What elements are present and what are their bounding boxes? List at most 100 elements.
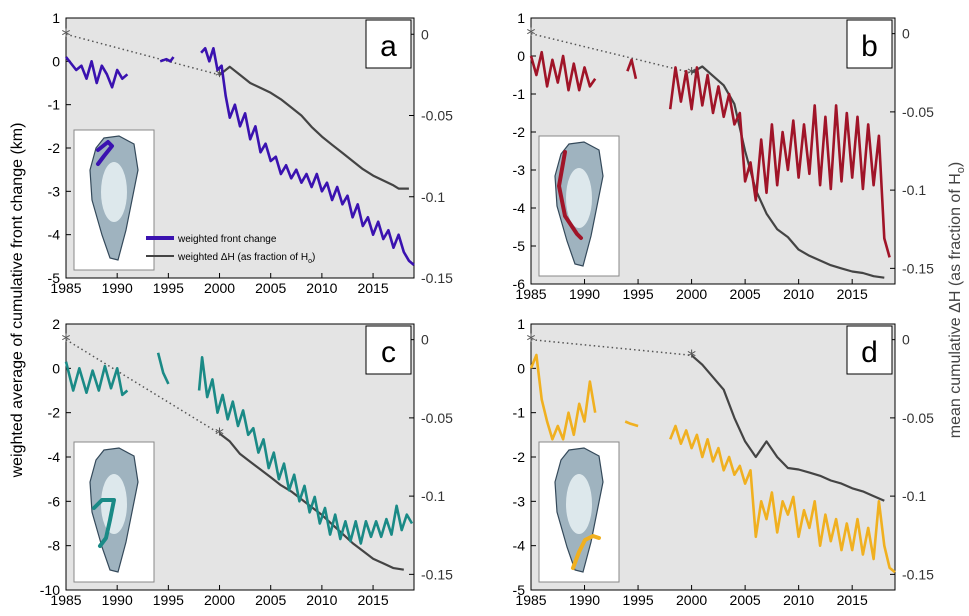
y-tick-label-left: -3: [513, 493, 526, 509]
dh-dotted-interp: [65, 339, 220, 435]
y-tick-label-right: -0.1: [421, 189, 445, 205]
y-tick-label-right: -0.1: [421, 488, 445, 504]
y-tick-label-left: 1: [517, 316, 525, 332]
y-tick-label-right: -0.15: [421, 270, 453, 286]
x-tick-label: 2005: [730, 286, 761, 302]
x-tick-label: 2005: [255, 280, 286, 296]
x-tick-label: 1985: [50, 592, 81, 608]
y-tick-label-left: 1: [517, 10, 525, 26]
panel-label: b: [861, 30, 878, 63]
x-tick-label: 1990: [102, 592, 133, 608]
x-tick-label: 2010: [306, 592, 337, 608]
y-tick-label-left: -5: [48, 270, 61, 286]
y-tick-label-left: -4: [48, 227, 61, 243]
front-change-segment: [159, 56, 175, 63]
x-tick-label: 2000: [204, 592, 235, 608]
dh-star-marker: *: [62, 25, 71, 46]
front-change-segment: [529, 50, 597, 92]
dh-star-marker: *: [687, 346, 696, 367]
y-tick-label-left: -8: [48, 538, 61, 554]
x-tick-label: 2015: [837, 286, 868, 302]
front-change-segment: [64, 361, 129, 397]
x-tick-label: 1995: [153, 280, 184, 296]
dh-star-marker: *: [687, 64, 696, 85]
y-tick-label-right: 0: [421, 332, 429, 348]
x-tick-label: 1990: [569, 592, 600, 608]
y-tick-label-right: -0.05: [902, 410, 934, 426]
y-tick-label-right: -0.05: [421, 410, 453, 426]
y-tick-label-left: 0: [517, 360, 525, 376]
x-tick-label: 1985: [515, 592, 546, 608]
y-tick-label-left: -3: [513, 162, 526, 178]
front-change-segment: [624, 420, 639, 428]
x-tick-label: 1985: [50, 280, 81, 296]
y-tick-label-left: 0: [517, 48, 525, 64]
y-tick-label-right: -0.05: [902, 104, 934, 120]
y-tick-label-left: -10: [40, 582, 60, 598]
panel-d: 1985 1990 1995 2000 2005 2010 2015 1 0 -1 -2 -3 -4 -5…: [513, 316, 935, 608]
inset-region-highlight: [96, 140, 114, 166]
y-tick-label-left: -1: [513, 86, 526, 102]
x-tick-label: 1995: [622, 592, 653, 608]
ice-sheet-interior: [566, 168, 592, 228]
x-tick-label: 2015: [837, 592, 868, 608]
inset-region-highlight: [571, 534, 601, 570]
y-tick-label-left: -2: [513, 124, 526, 140]
x-tick-label: 2000: [676, 286, 707, 302]
y-tick-label-left: -2: [513, 449, 526, 465]
y-tick-label-right: -0.15: [902, 566, 934, 582]
dh-star-marker: *: [527, 25, 536, 46]
x-tick-label: 1990: [102, 280, 133, 296]
y-tick-label-left: -4: [513, 538, 526, 554]
front-change-segment: [529, 353, 597, 441]
y-tick-label-right: 0: [902, 332, 910, 348]
front-change-segment: [668, 66, 891, 258]
y-tick-label-left: -6: [513, 276, 526, 292]
legend-label-front: weighted front change: [177, 234, 277, 245]
panel-b: 1985 1990 1995 2000 2005 2010 2015 1 0 -1 -2 -3 -4 -5…: [513, 10, 935, 302]
dh-star-marker: *: [62, 331, 71, 352]
y-tick-label-left: -2: [48, 140, 61, 156]
y-tick-label-left: 2: [52, 316, 60, 332]
dh-star-marker: *: [215, 425, 224, 446]
x-tick-label: 2000: [204, 280, 235, 296]
dh-star-marker: *: [215, 66, 224, 87]
dh-series-line: [218, 65, 409, 190]
y-axis-label-left: weighted average of cumulative front cha…: [9, 123, 26, 479]
panel-label: a: [380, 30, 397, 63]
front-change-segment: [197, 355, 414, 545]
y-tick-label-right: 0: [421, 26, 429, 42]
y-tick-label-left: -5: [513, 238, 526, 254]
front-change-segment: [156, 352, 170, 385]
panel-a: 1985 1990 1995 2000 2005 2010 2015 1 0 -1 -2 -3 -4 -5…: [48, 10, 454, 296]
panel-c: 1985 1990 1995 2000 2005 2010 2015 2 0 -2 -4 -6 -8 -1…: [40, 316, 453, 608]
y-tick-label-left: 1: [52, 10, 60, 26]
y-tick-label-left: -4: [48, 449, 61, 465]
x-tick-label: 1990: [569, 286, 600, 302]
front-change-segment: [626, 58, 638, 80]
y-tick-label-left: 0: [52, 360, 60, 376]
ice-sheet-interior: [566, 474, 592, 534]
x-tick-label: 1995: [153, 592, 184, 608]
panel-label: d: [861, 336, 878, 369]
y-tick-label-right: -0.05: [421, 108, 453, 124]
front-change-segment: [64, 56, 129, 89]
dh-series-line: [690, 354, 885, 502]
x-tick-label: 1995: [622, 286, 653, 302]
x-tick-label: 2010: [783, 592, 814, 608]
legend-label-dh: weighted ΔH (as fraction of Ho): [177, 252, 315, 265]
x-tick-label: 2000: [676, 592, 707, 608]
panel-label: c: [381, 336, 396, 369]
y-tick-label-left: 0: [52, 53, 60, 69]
inset-region-highlight: [92, 498, 116, 548]
x-tick-label: 2005: [730, 592, 761, 608]
y-tick-label-right: 0: [902, 26, 910, 42]
dh-dotted-interp: [530, 32, 692, 74]
y-tick-label-right: -0.1: [902, 488, 926, 504]
x-tick-label: 2010: [306, 280, 337, 296]
panel-label-box: [365, 19, 412, 69]
front-change-segment: [200, 46, 415, 266]
y-tick-label-left: -6: [48, 493, 61, 509]
x-tick-label: 2015: [357, 280, 388, 296]
